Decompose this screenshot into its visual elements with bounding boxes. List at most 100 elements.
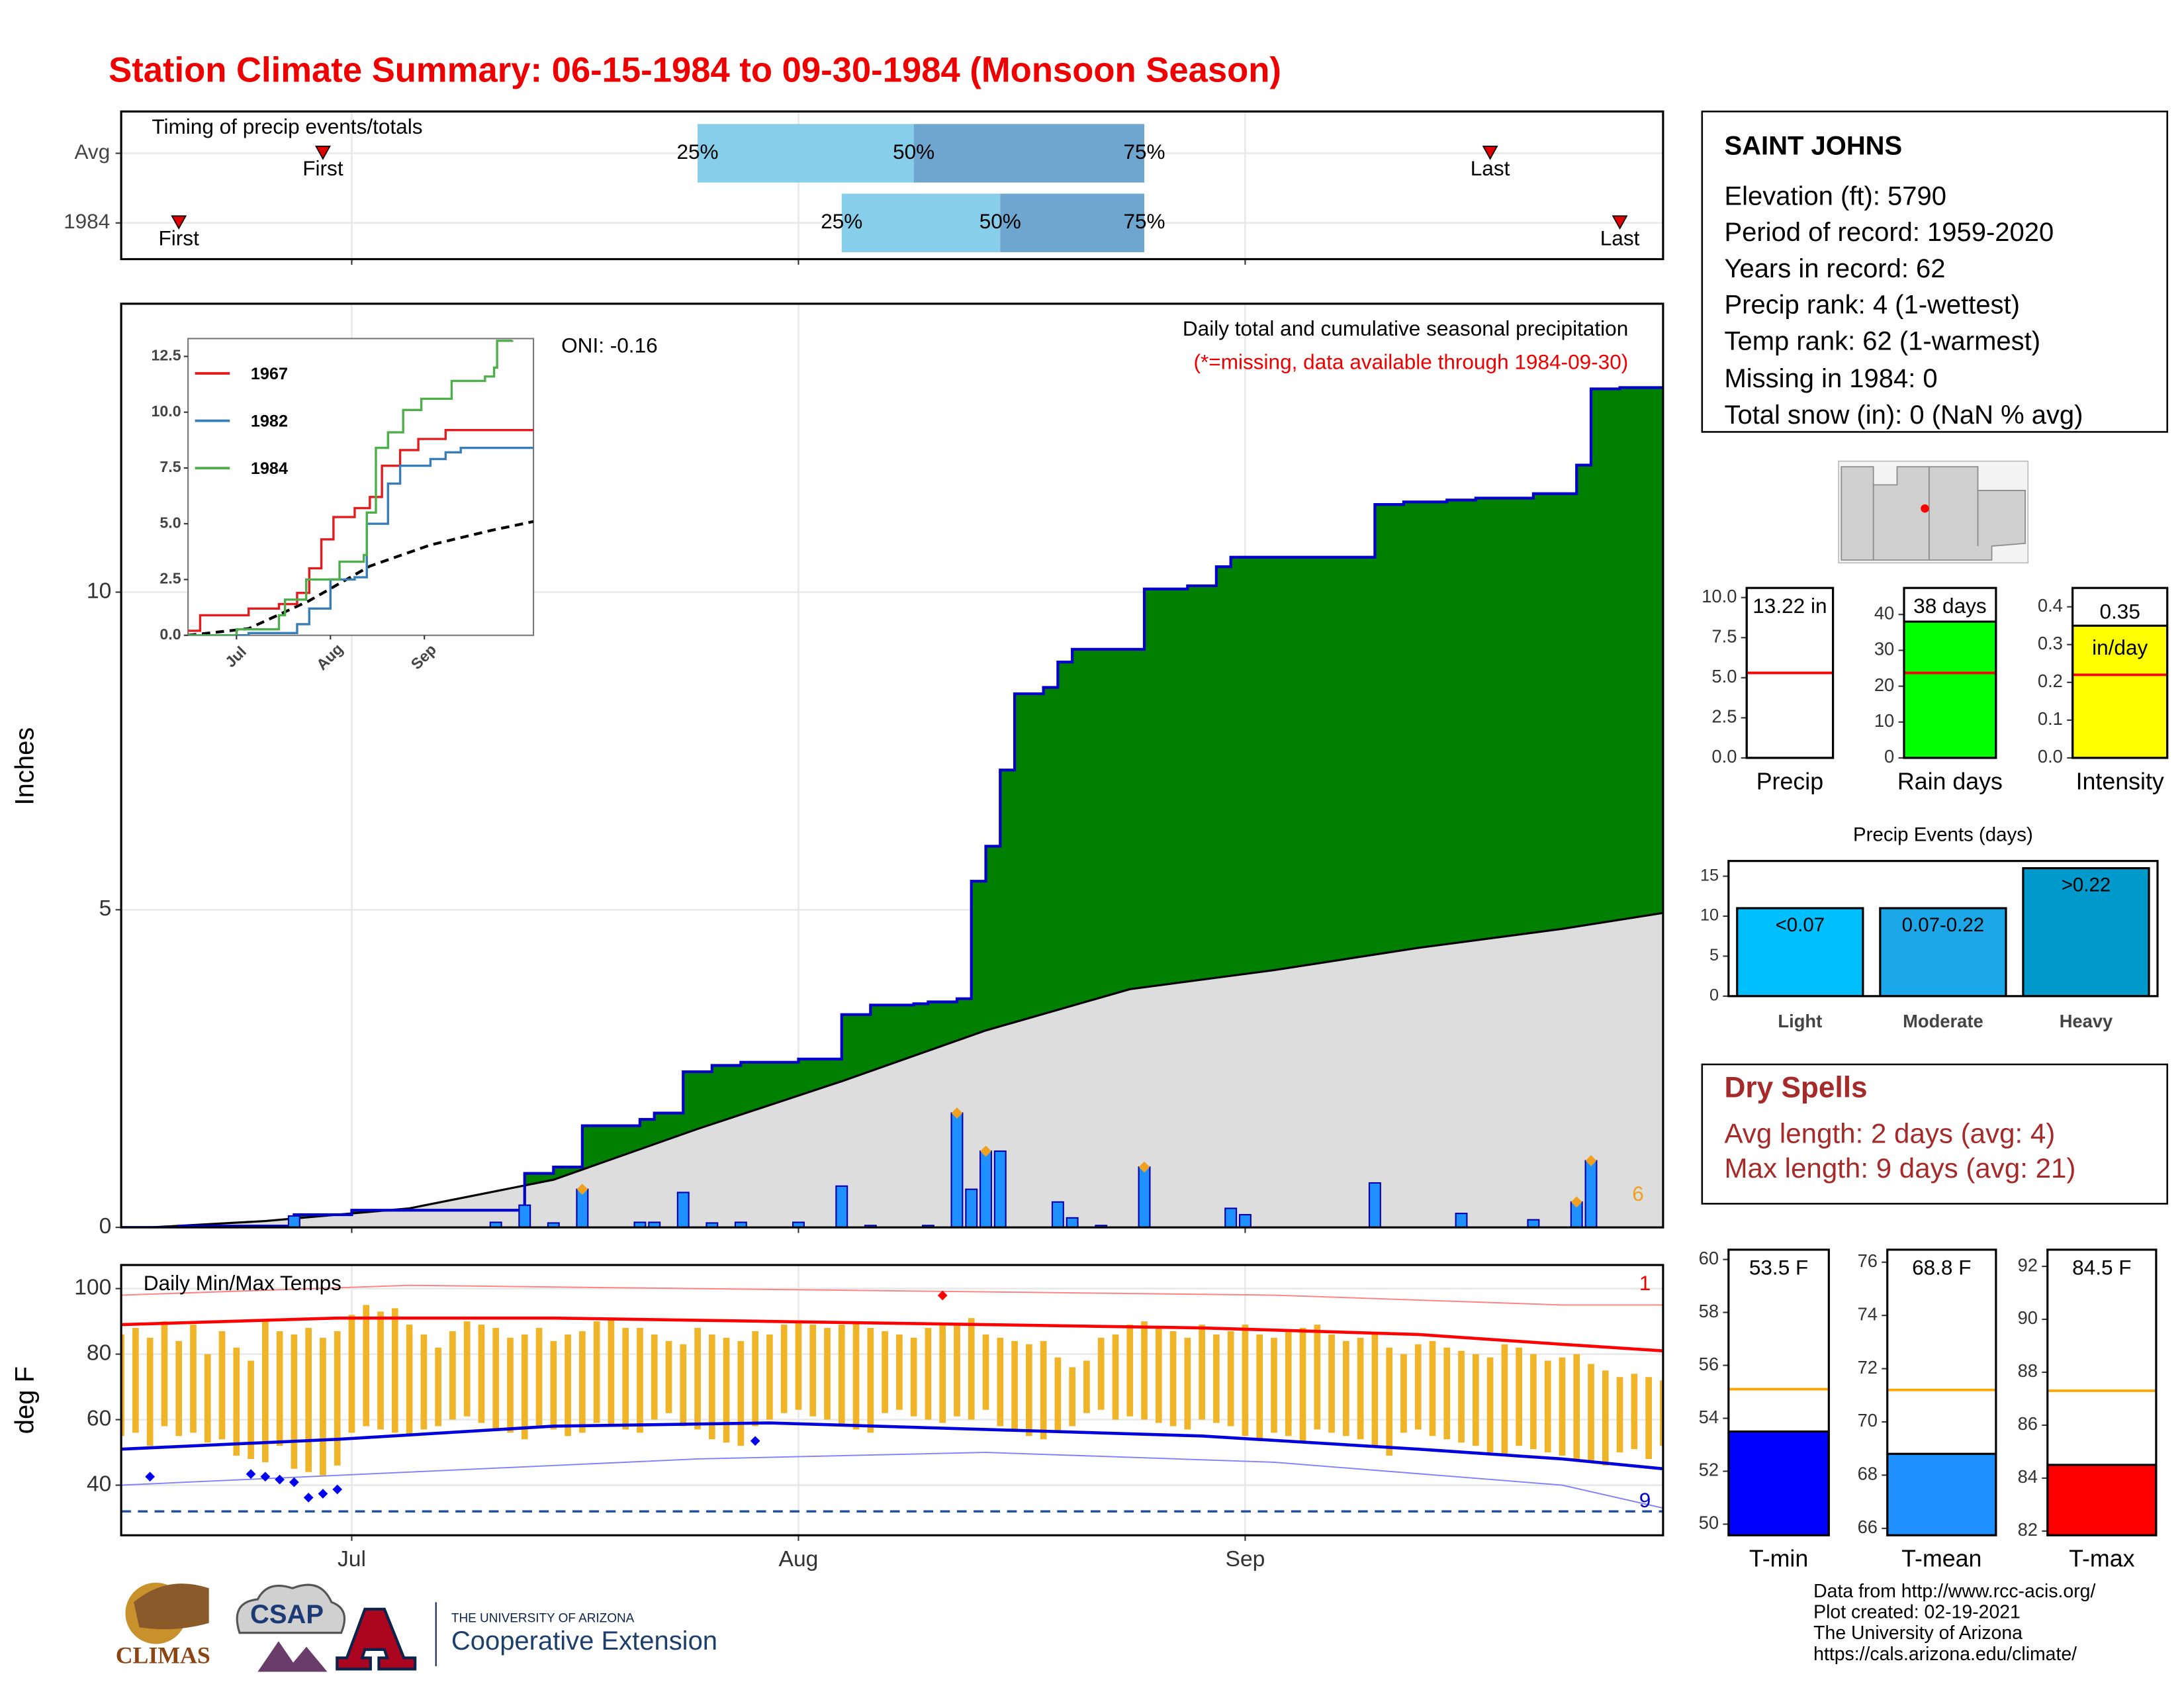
quartile-label: 50% [979, 209, 1021, 233]
temp-range-bar [1141, 1321, 1148, 1420]
temp-range-bar [997, 1337, 1004, 1427]
dry-spells-box [1701, 1063, 2169, 1205]
event-label: Last [1471, 156, 1510, 180]
plot-frame [1903, 586, 1997, 759]
university-text: THE UNIVERSITY OF ARIZONA [451, 1612, 635, 1626]
quartile-label: 50% [893, 140, 934, 164]
temp-range-bar [1169, 1331, 1177, 1427]
bar [2072, 624, 2167, 758]
temp-range-bar [1184, 1337, 1191, 1430]
y-tick-label: 15 [1700, 866, 1719, 884]
temp-range-bar [1602, 1370, 1609, 1466]
temp-range-bar [1573, 1354, 1580, 1459]
daily-bar [1238, 1213, 1251, 1228]
temp-range-bar [248, 1360, 254, 1459]
plot-area [1736, 867, 2150, 996]
bar [1736, 907, 1864, 996]
quartile-label: 75% [1123, 140, 1165, 164]
plot-frame [120, 1264, 1664, 1536]
series-line [188, 340, 514, 635]
temp-range-bar [1112, 1334, 1119, 1420]
plot-area [1887, 1388, 1996, 1536]
record-marker [576, 1184, 588, 1196]
temp-range-bar [954, 1325, 960, 1417]
record-marker [275, 1474, 285, 1485]
csap-cloud [236, 1583, 346, 1634]
temp-range-bar [449, 1331, 456, 1420]
y-tick-label: 82 [2018, 1519, 2038, 1540]
temp-range-bar [1588, 1364, 1594, 1462]
x-axis-label: Rain days [1897, 768, 2003, 794]
y-tick-label: 100 [74, 1276, 111, 1300]
temp-range-bar [565, 1334, 571, 1436]
x-axis-label: Precip [1756, 768, 1823, 794]
event-label: Last [1600, 226, 1640, 250]
temp-range-bar [1631, 1374, 1638, 1450]
cumulative-line [121, 386, 1663, 1228]
daily-bar [835, 1185, 848, 1228]
temp-range-bar [190, 1325, 197, 1433]
temp-range-bar [1126, 1325, 1134, 1417]
station-name: SAINT JOHNS [1724, 132, 1902, 161]
y-tick-label: 86 [2018, 1413, 2038, 1434]
y-tick-label: 56 [1699, 1354, 1719, 1374]
y-tick-label: 7.5 [159, 458, 181, 475]
temp-range-bar [507, 1337, 514, 1433]
info-line: Period of record: 1959-2020 [1724, 218, 2054, 247]
daily-bar [1455, 1213, 1468, 1228]
page-title: Station Climate Summary: 06-15-1984 to 0… [109, 50, 1281, 89]
temp-range-bar [622, 1328, 629, 1430]
daily-bar [979, 1150, 992, 1228]
temp-range-bar [435, 1347, 441, 1427]
temp-range-bar [1213, 1334, 1220, 1423]
temp-range-bar [1083, 1360, 1090, 1413]
value-label: 0.35 [2099, 599, 2140, 623]
record-marker [246, 1469, 256, 1479]
event-marker [1482, 146, 1498, 160]
plot-frame [120, 110, 1664, 261]
temp-range-bar [882, 1331, 888, 1413]
daily-bar [950, 1112, 964, 1228]
temp-range-bar [1645, 1377, 1652, 1459]
y-tick-label: 5.0 [159, 514, 181, 531]
y-tick-label: 58 [1699, 1301, 1719, 1321]
y-tick-label: 76 [1858, 1250, 1878, 1271]
temp-range-bar [305, 1328, 312, 1472]
bar-label: <0.07 [1776, 914, 1825, 936]
temp-range-bar [795, 1321, 802, 1410]
temp-range-bar [420, 1334, 428, 1430]
temp-range-bar [1069, 1367, 1076, 1427]
temp-range-bar [1097, 1337, 1105, 1410]
temp-range-bar [1530, 1354, 1537, 1450]
temp-range-bar [608, 1318, 615, 1427]
y-tick-label: 5.0 [1711, 666, 1737, 686]
temp-range-bar [363, 1305, 370, 1427]
climas-text: CLIMAS [116, 1642, 210, 1669]
y-tick-label: 84 [2018, 1466, 2038, 1487]
y-axis-label: deg F [11, 1366, 40, 1434]
legend-label: 1982 [251, 412, 288, 430]
chart-title: Daily Min/Max Temps [144, 1271, 341, 1295]
temp-range-bar [737, 1340, 745, 1446]
temp-range-bar [1429, 1340, 1436, 1436]
row-label: 1984 [64, 209, 110, 233]
y-tick-label: 92 [2018, 1254, 2038, 1275]
bar [2047, 1464, 2156, 1536]
event-marker [314, 146, 331, 160]
temp-range-bar [1357, 1337, 1364, 1440]
unit-label: in/day [2092, 635, 2148, 659]
y-tick-label: 60 [87, 1406, 111, 1430]
y-tick-label: 68 [1858, 1464, 1878, 1484]
temp-range-bar [1285, 1331, 1292, 1436]
event-marker [1612, 215, 1628, 230]
x-axis-label: T-min [1749, 1546, 1808, 1572]
y-tick-label: 88 [2018, 1360, 2038, 1381]
y-tick-label: 0 [99, 1214, 112, 1239]
temp-range-bar [1328, 1334, 1335, 1433]
x-tick-label: Moderate [1903, 1011, 1983, 1031]
quartile-bar [1000, 193, 1145, 252]
daily-bar [1051, 1201, 1064, 1228]
temp-range-bar [233, 1347, 240, 1456]
plot-frame [1727, 1248, 1830, 1536]
